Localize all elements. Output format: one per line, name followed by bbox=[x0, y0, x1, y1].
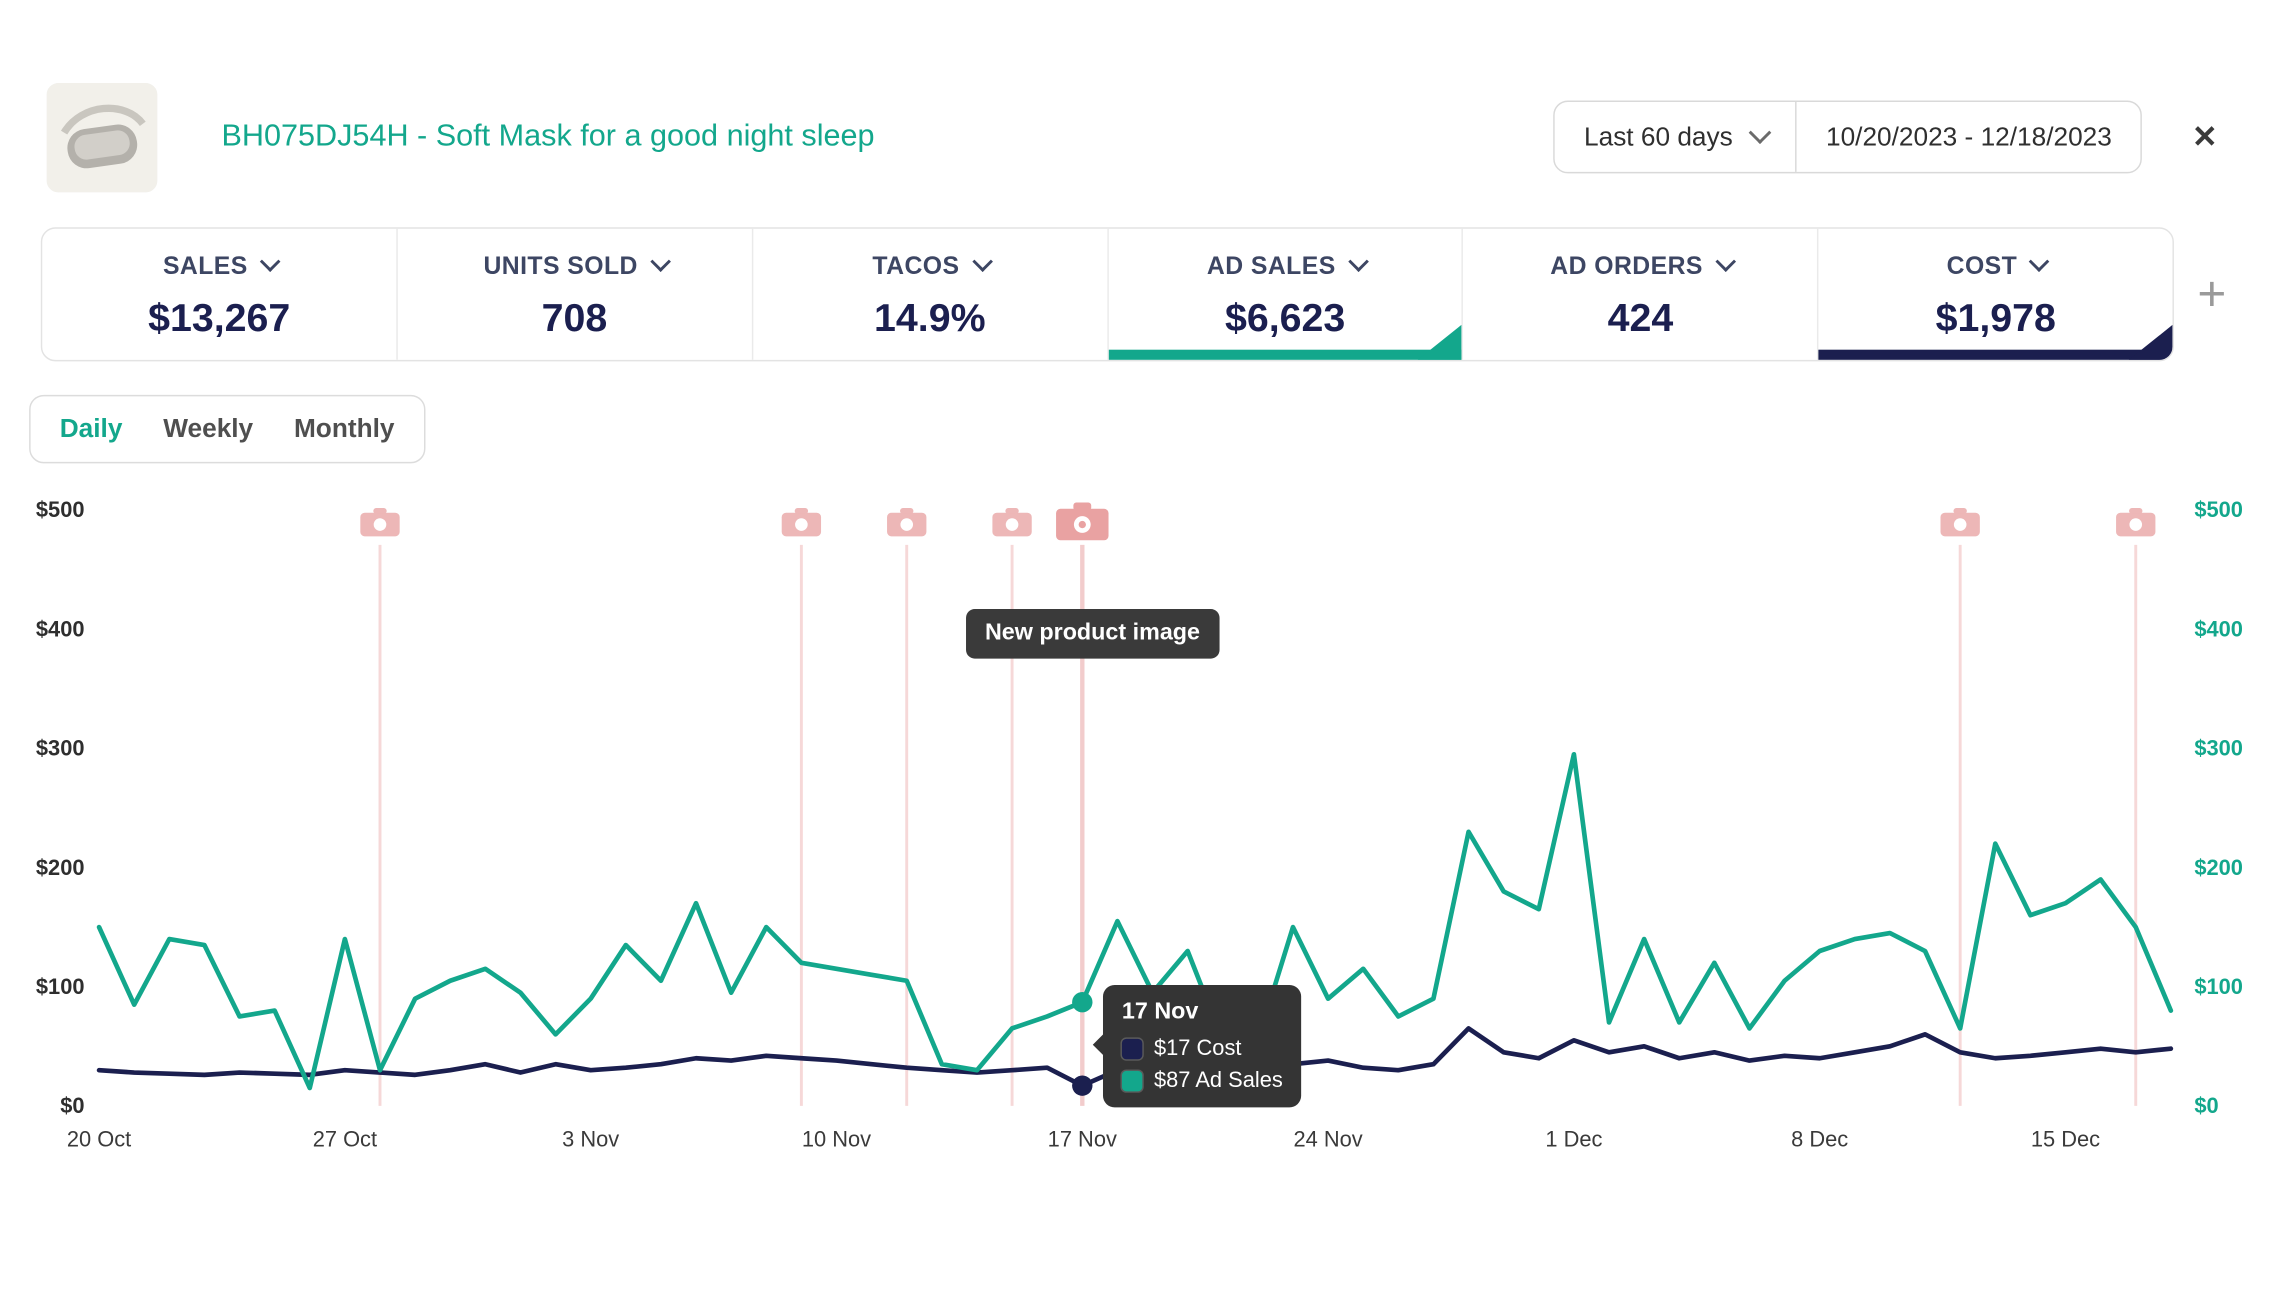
x-axis-label: 10 Nov bbox=[802, 1127, 871, 1152]
y-axis-label-right: $400 bbox=[2194, 616, 2243, 641]
metric-label: SALES bbox=[162, 252, 248, 280]
range-preset-label: Last 60 days bbox=[1584, 121, 1733, 151]
highlight-dot bbox=[1072, 992, 1093, 1013]
metric-label: UNITS SOLD bbox=[483, 252, 638, 280]
y-axis-label-right: $100 bbox=[2194, 974, 2243, 999]
camera-icon bbox=[360, 508, 400, 537]
metric-label: AD ORDERS bbox=[1550, 252, 1703, 280]
x-axis-label: 27 Oct bbox=[313, 1127, 377, 1152]
header-controls: Last 60 days 10/20/2023 - 12/18/2023 ✕ bbox=[1553, 100, 2226, 174]
chevron-down-icon bbox=[2029, 251, 2050, 272]
data-tooltip: 17 Nov $17 Cost $87 Ad Sales bbox=[1092, 984, 1302, 1108]
chevron-down-icon bbox=[1347, 251, 1369, 272]
camera-icon[interactable] bbox=[1056, 502, 1109, 541]
metric-value: 14.9% bbox=[874, 295, 986, 340]
granularity-tabs: Daily Weekly Monthly bbox=[29, 394, 426, 464]
metric-accent-wedge bbox=[1418, 324, 1463, 360]
x-axis-label: 17 Nov bbox=[1048, 1127, 1117, 1152]
chevron-down-icon bbox=[1715, 251, 1736, 272]
y-axis-label-left: $400 bbox=[36, 616, 85, 641]
ad-sales-line bbox=[96, 751, 2174, 1091]
y-axis-label-left: $300 bbox=[36, 736, 85, 761]
tab-monthly[interactable]: Monthly bbox=[293, 413, 395, 443]
chevron-down-icon bbox=[650, 251, 671, 272]
plus-icon: + bbox=[2197, 266, 2227, 323]
x-axis-label: 15 Dec bbox=[2031, 1127, 2100, 1152]
y-axis-label-right: $300 bbox=[2194, 736, 2243, 761]
event-tooltip: New product image bbox=[966, 609, 1219, 659]
ad-sales-swatch bbox=[1121, 1070, 1143, 1091]
metric-card-ad-sales[interactable]: AD SALES $6,623 bbox=[1108, 228, 1464, 360]
date-range-control: Last 60 days 10/20/2023 - 12/18/2023 bbox=[1553, 100, 2143, 174]
y-axis-label-right: $200 bbox=[2194, 855, 2243, 880]
tooltip-date: 17 Nov bbox=[1121, 999, 1199, 1025]
metrics-bar: SALES $13,267 UNITS SOLD 708 TACOS 14.9%… bbox=[40, 227, 2175, 362]
metric-value: $6,623 bbox=[1224, 295, 1346, 340]
close-icon: ✕ bbox=[2191, 120, 2218, 154]
camera-icon bbox=[887, 508, 927, 537]
x-axis-label: 1 Dec bbox=[1545, 1127, 1602, 1152]
camera-icon bbox=[2116, 508, 2156, 537]
camera-icon bbox=[781, 508, 822, 537]
metric-label: TACOS bbox=[872, 252, 960, 280]
metric-value: 424 bbox=[1607, 295, 1674, 340]
metric-accent bbox=[1818, 349, 2173, 360]
product-title: BH075DJ54H - Soft Mask for a good night … bbox=[221, 119, 875, 153]
chart-area: $0 $0 $100 $100 $200 $200 $300 $300 $400 $400 $500… bbox=[0, 487, 2273, 1230]
metric-card-tacos[interactable]: TACOS 14.9% bbox=[753, 228, 1109, 360]
chevron-down-icon bbox=[971, 251, 993, 272]
metric-accent-wedge bbox=[2128, 324, 2173, 360]
metric-value: $1,978 bbox=[1935, 295, 2056, 340]
tooltip-ad-sales-text: $87 Ad Sales bbox=[1153, 1068, 1283, 1093]
metric-value: $13,267 bbox=[148, 295, 291, 340]
metric-card-ad-orders[interactable]: AD ORDERS 424 bbox=[1464, 228, 1819, 360]
camera-icon bbox=[1940, 508, 1980, 537]
add-metric-button[interactable]: + bbox=[2192, 270, 2233, 320]
x-axis-label: 3 Nov bbox=[562, 1127, 619, 1152]
x-axis-label: 20 Oct bbox=[67, 1127, 131, 1152]
metric-value: 708 bbox=[541, 295, 608, 340]
y-axis-label-left: $200 bbox=[36, 855, 85, 880]
y-axis-label-left: $0 bbox=[60, 1093, 84, 1118]
metric-label: COST bbox=[1946, 252, 2018, 280]
close-button[interactable]: ✕ bbox=[2183, 113, 2226, 161]
y-axis-label-right: $500 bbox=[2194, 497, 2243, 522]
metric-card-sales[interactable]: SALES $13,267 bbox=[42, 228, 398, 360]
y-axis-label-left: $500 bbox=[36, 497, 85, 522]
metric-card-units-sold[interactable]: UNITS SOLD 708 bbox=[398, 228, 753, 360]
chevron-down-icon bbox=[259, 251, 281, 272]
metric-card-cost[interactable]: COST $1,978 bbox=[1818, 229, 2173, 360]
product-thumbnail bbox=[46, 82, 158, 192]
date-range-text: 10/20/2023 - 12/18/2023 bbox=[1826, 121, 2112, 151]
tooltip-cost-text: $17 Cost bbox=[1153, 1035, 1242, 1061]
header: BH075DJ54H - Soft Mask for a good night … bbox=[46, 82, 2227, 193]
sleep-mask-image bbox=[46, 82, 158, 192]
y-axis-label-right: $0 bbox=[2194, 1093, 2218, 1118]
metric-accent bbox=[1108, 349, 1463, 360]
chevron-down-icon bbox=[1748, 120, 1772, 144]
camera-icon bbox=[992, 508, 1032, 537]
x-axis-label: 24 Nov bbox=[1293, 1127, 1362, 1152]
y-axis-label-left: $100 bbox=[36, 974, 85, 999]
range-preset-dropdown[interactable]: Last 60 days bbox=[1555, 101, 1797, 172]
metric-label: AD SALES bbox=[1206, 252, 1336, 280]
date-range-picker[interactable]: 10/20/2023 - 12/18/2023 bbox=[1797, 102, 2141, 172]
metrics-row: SALES $13,267 UNITS SOLD 708 TACOS 14.9%… bbox=[40, 227, 2233, 362]
highlight-dot bbox=[1072, 1075, 1093, 1096]
x-axis-label: 8 Dec bbox=[1791, 1127, 1848, 1152]
tab-daily[interactable]: Daily bbox=[59, 413, 123, 443]
cost-swatch bbox=[1121, 1038, 1143, 1059]
tab-weekly[interactable]: Weekly bbox=[163, 413, 254, 443]
